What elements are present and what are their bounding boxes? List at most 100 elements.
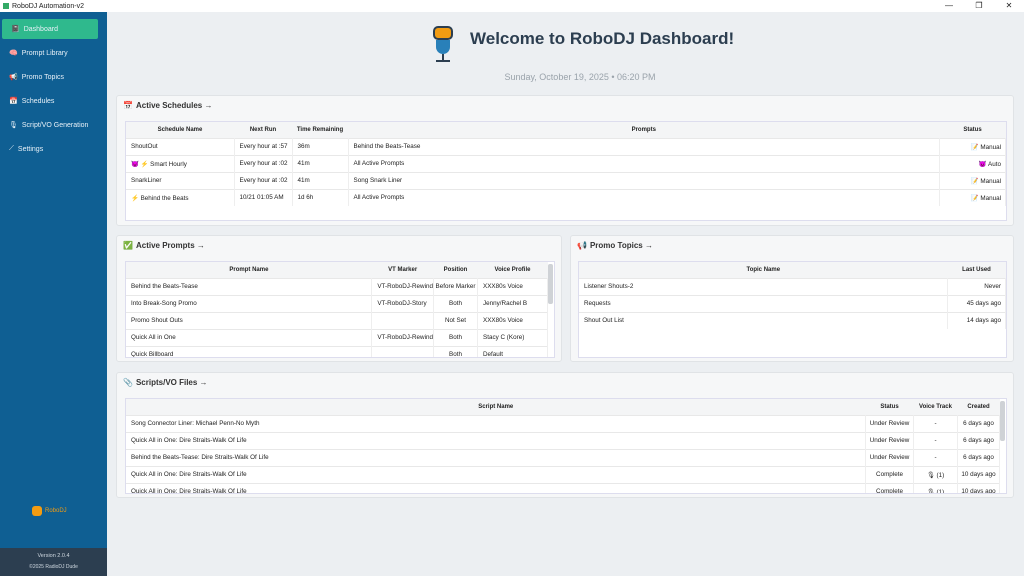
table-cell: VT-RoboDJ-Story bbox=[371, 294, 434, 312]
table-cell: 6 days ago bbox=[957, 414, 1000, 432]
maximize-button[interactable]: ❐ bbox=[975, 1, 983, 10]
table-cell: - bbox=[913, 431, 958, 449]
sidebar-item-dashboard[interactable]: 📓 Dashboard bbox=[2, 19, 98, 39]
column-header[interactable]: VT Marker bbox=[371, 262, 434, 278]
card-title: Scripts/VO Files → bbox=[135, 378, 208, 387]
table-row[interactable]: Quick Billboard Both Default bbox=[126, 345, 548, 357]
app-icon bbox=[3, 3, 9, 9]
table-cell: 6 days ago bbox=[957, 431, 1000, 449]
scrollbar[interactable] bbox=[1000, 401, 1005, 441]
current-date: Sunday, October 19, 2025 • 06:20 PM bbox=[504, 72, 656, 82]
table-row[interactable]: Song Connector Liner: Michael Penn-No My… bbox=[126, 414, 1000, 432]
table-row[interactable]: Quick All in One: Dire Straits-Walk Of L… bbox=[126, 482, 1000, 493]
table-cell: SnarkLiner bbox=[126, 171, 235, 189]
table-cell: 🎙 (1) bbox=[913, 465, 958, 483]
column-header[interactable]: Voice Profile bbox=[477, 262, 548, 278]
promo-topics-card: 📢 Promo Topics → Topic Name Last Used Liste… bbox=[570, 235, 1014, 362]
table-cell: All Active Prompts bbox=[348, 154, 940, 172]
table-cell: Complete bbox=[865, 482, 914, 493]
table-cell: Under Review bbox=[865, 431, 914, 449]
sidebar-item-settings[interactable]: ⟋ Settings bbox=[0, 139, 107, 159]
calendar-icon: 📅 bbox=[9, 98, 18, 105]
nav-label: Script/VO Generation bbox=[21, 121, 89, 129]
table-row[interactable]: Requests 45 days ago bbox=[579, 294, 1006, 312]
table-cell: 🎙 (1) bbox=[913, 482, 958, 493]
nav-label: Prompt Library bbox=[21, 49, 68, 57]
table-cell: Every hour at :02 bbox=[234, 154, 293, 172]
table-cell: Into Break-Song Promo bbox=[126, 294, 373, 312]
nav-label: Promo Topics bbox=[21, 73, 64, 81]
column-header[interactable]: Position bbox=[433, 262, 478, 278]
column-header[interactable]: Status bbox=[865, 399, 914, 415]
table-cell: Promo Shout Outs bbox=[126, 311, 373, 329]
table-cell: ⚡ Behind the Beats bbox=[126, 188, 235, 206]
column-header[interactable]: Prompt Name bbox=[126, 262, 372, 278]
table-cell: 10 days ago bbox=[957, 482, 1000, 493]
sidebar-item-prompt-library[interactable]: 🧠 Prompt Library bbox=[0, 43, 107, 63]
table-cell: Behind the Beats-Tease: Dire Straits-Wal… bbox=[126, 448, 866, 466]
table-cell: 41m bbox=[292, 171, 349, 189]
close-button[interactable]: ✕ bbox=[1005, 1, 1013, 10]
active-schedules-card: 📅 Active Schedules → Schedule Name Next Ru… bbox=[116, 95, 1014, 226]
table-cell: Quick Billboard bbox=[126, 345, 373, 357]
table-row[interactable]: Into Break-Song Promo VT-RoboDJ-Story Both… bbox=[126, 294, 548, 312]
column-header[interactable]: Voice Track bbox=[913, 399, 958, 415]
promo-topics-link[interactable]: 📢 Promo Topics → bbox=[577, 241, 653, 250]
sidebar: 📓 Dashboard 🧠 Prompt Library 📢 Promo Topics… bbox=[0, 12, 107, 576]
column-header[interactable]: Last Used bbox=[947, 262, 1006, 278]
active-prompts-link[interactable]: ✅ Active Prompts → bbox=[123, 241, 205, 250]
checkmark-icon: ✅ bbox=[123, 241, 133, 250]
megaphone-icon: 📢 bbox=[9, 74, 18, 81]
column-header[interactable]: Status bbox=[939, 122, 1006, 138]
table-row[interactable]: Behind the Beats-Tease VT-RoboDJ-Rewind Be… bbox=[126, 277, 548, 295]
column-header[interactable]: Topic Name bbox=[579, 262, 948, 278]
table-cell: Both bbox=[433, 294, 478, 312]
table-cell: All Active Prompts bbox=[348, 188, 940, 206]
table-row[interactable]: Quick All in One: Dire Straits-Walk Of L… bbox=[126, 465, 1000, 483]
column-header[interactable]: Next Run bbox=[234, 122, 292, 138]
table-cell: Before Marker bbox=[433, 277, 478, 295]
table-row[interactable]: ⚡ Behind the Beats 10/21 01:05 AM 1d 6h All… bbox=[126, 188, 1006, 206]
table-row[interactable]: SnarkLiner Every hour at :02 41m Song Snark… bbox=[126, 171, 1006, 189]
scripts-link[interactable]: 📎 Scripts/VO Files → bbox=[123, 378, 208, 387]
sidebar-item-promo-topics[interactable]: 📢 Promo Topics bbox=[0, 67, 107, 87]
table-row[interactable]: Quick All in One: Dire Straits-Walk Of L… bbox=[126, 431, 1000, 449]
column-header[interactable]: Script Name bbox=[126, 399, 866, 415]
table-cell: 😈 ⚡ Smart Hourly bbox=[126, 154, 235, 172]
column-header[interactable]: Created bbox=[957, 399, 1000, 415]
table-cell: 10/21 01:05 AM bbox=[234, 188, 293, 206]
table-cell: 41m bbox=[292, 154, 349, 172]
card-title: Active Schedules → bbox=[135, 101, 213, 110]
table-row[interactable]: Listener Shouts-2 Never bbox=[579, 277, 1006, 295]
table-cell: Every hour at :02 bbox=[234, 171, 293, 189]
table-cell: Under Review bbox=[865, 448, 914, 466]
sidebar-item-script-vo[interactable]: 🎙 Script/VO Generation bbox=[0, 115, 107, 135]
nav-label: Settings bbox=[17, 145, 44, 153]
column-header[interactable]: Prompts bbox=[348, 122, 940, 138]
column-header[interactable]: Time Remaining bbox=[292, 122, 348, 138]
table-cell: 45 days ago bbox=[947, 294, 1006, 312]
table-cell: - bbox=[913, 448, 958, 466]
table-row[interactable]: Behind the Beats-Tease: Dire Straits-Wal… bbox=[126, 448, 1000, 466]
table-row[interactable]: Promo Shout Outs Not Set XXX80s Voice bbox=[126, 311, 548, 329]
table-cell: Stacy C (Kore) bbox=[477, 328, 548, 346]
scripts-table: Script Name Status Voice Track Created Song … bbox=[125, 398, 1007, 494]
table-row[interactable]: Quick All in One VT-RoboDJ-Rewind Both Stac… bbox=[126, 328, 548, 346]
schedules-table: Schedule Name Next Run Time Remaining Promp… bbox=[125, 121, 1007, 221]
table-cell: Jenny/Rachel B bbox=[477, 294, 548, 312]
title-bar: RoboDJ Automation-v2 — ❐ ✕ bbox=[0, 0, 1024, 12]
megaphone-icon: 📢 bbox=[577, 241, 587, 250]
table-row[interactable]: Shout Out List 14 days ago bbox=[579, 311, 1006, 329]
table-cell: 10 days ago bbox=[957, 465, 1000, 483]
scrollbar[interactable] bbox=[548, 264, 553, 304]
table-row[interactable]: ShoutOut Every hour at :57 36m Behind the B… bbox=[126, 137, 1006, 155]
copyright-label: ©2025 RadioDJ Dude bbox=[29, 564, 78, 570]
column-header[interactable]: Schedule Name bbox=[126, 122, 234, 138]
table-row[interactable]: 😈 ⚡ Smart Hourly Every hour at :02 41m All … bbox=[126, 154, 1006, 172]
active-schedules-link[interactable]: 📅 Active Schedules → bbox=[123, 101, 212, 110]
table-cell: ShoutOut bbox=[126, 137, 235, 155]
minimize-button[interactable]: — bbox=[945, 1, 953, 10]
sidebar-logo: RoboDJ bbox=[32, 506, 67, 516]
table-cell: Not Set bbox=[433, 311, 478, 329]
sidebar-item-schedules[interactable]: 📅 Schedules bbox=[0, 91, 107, 111]
